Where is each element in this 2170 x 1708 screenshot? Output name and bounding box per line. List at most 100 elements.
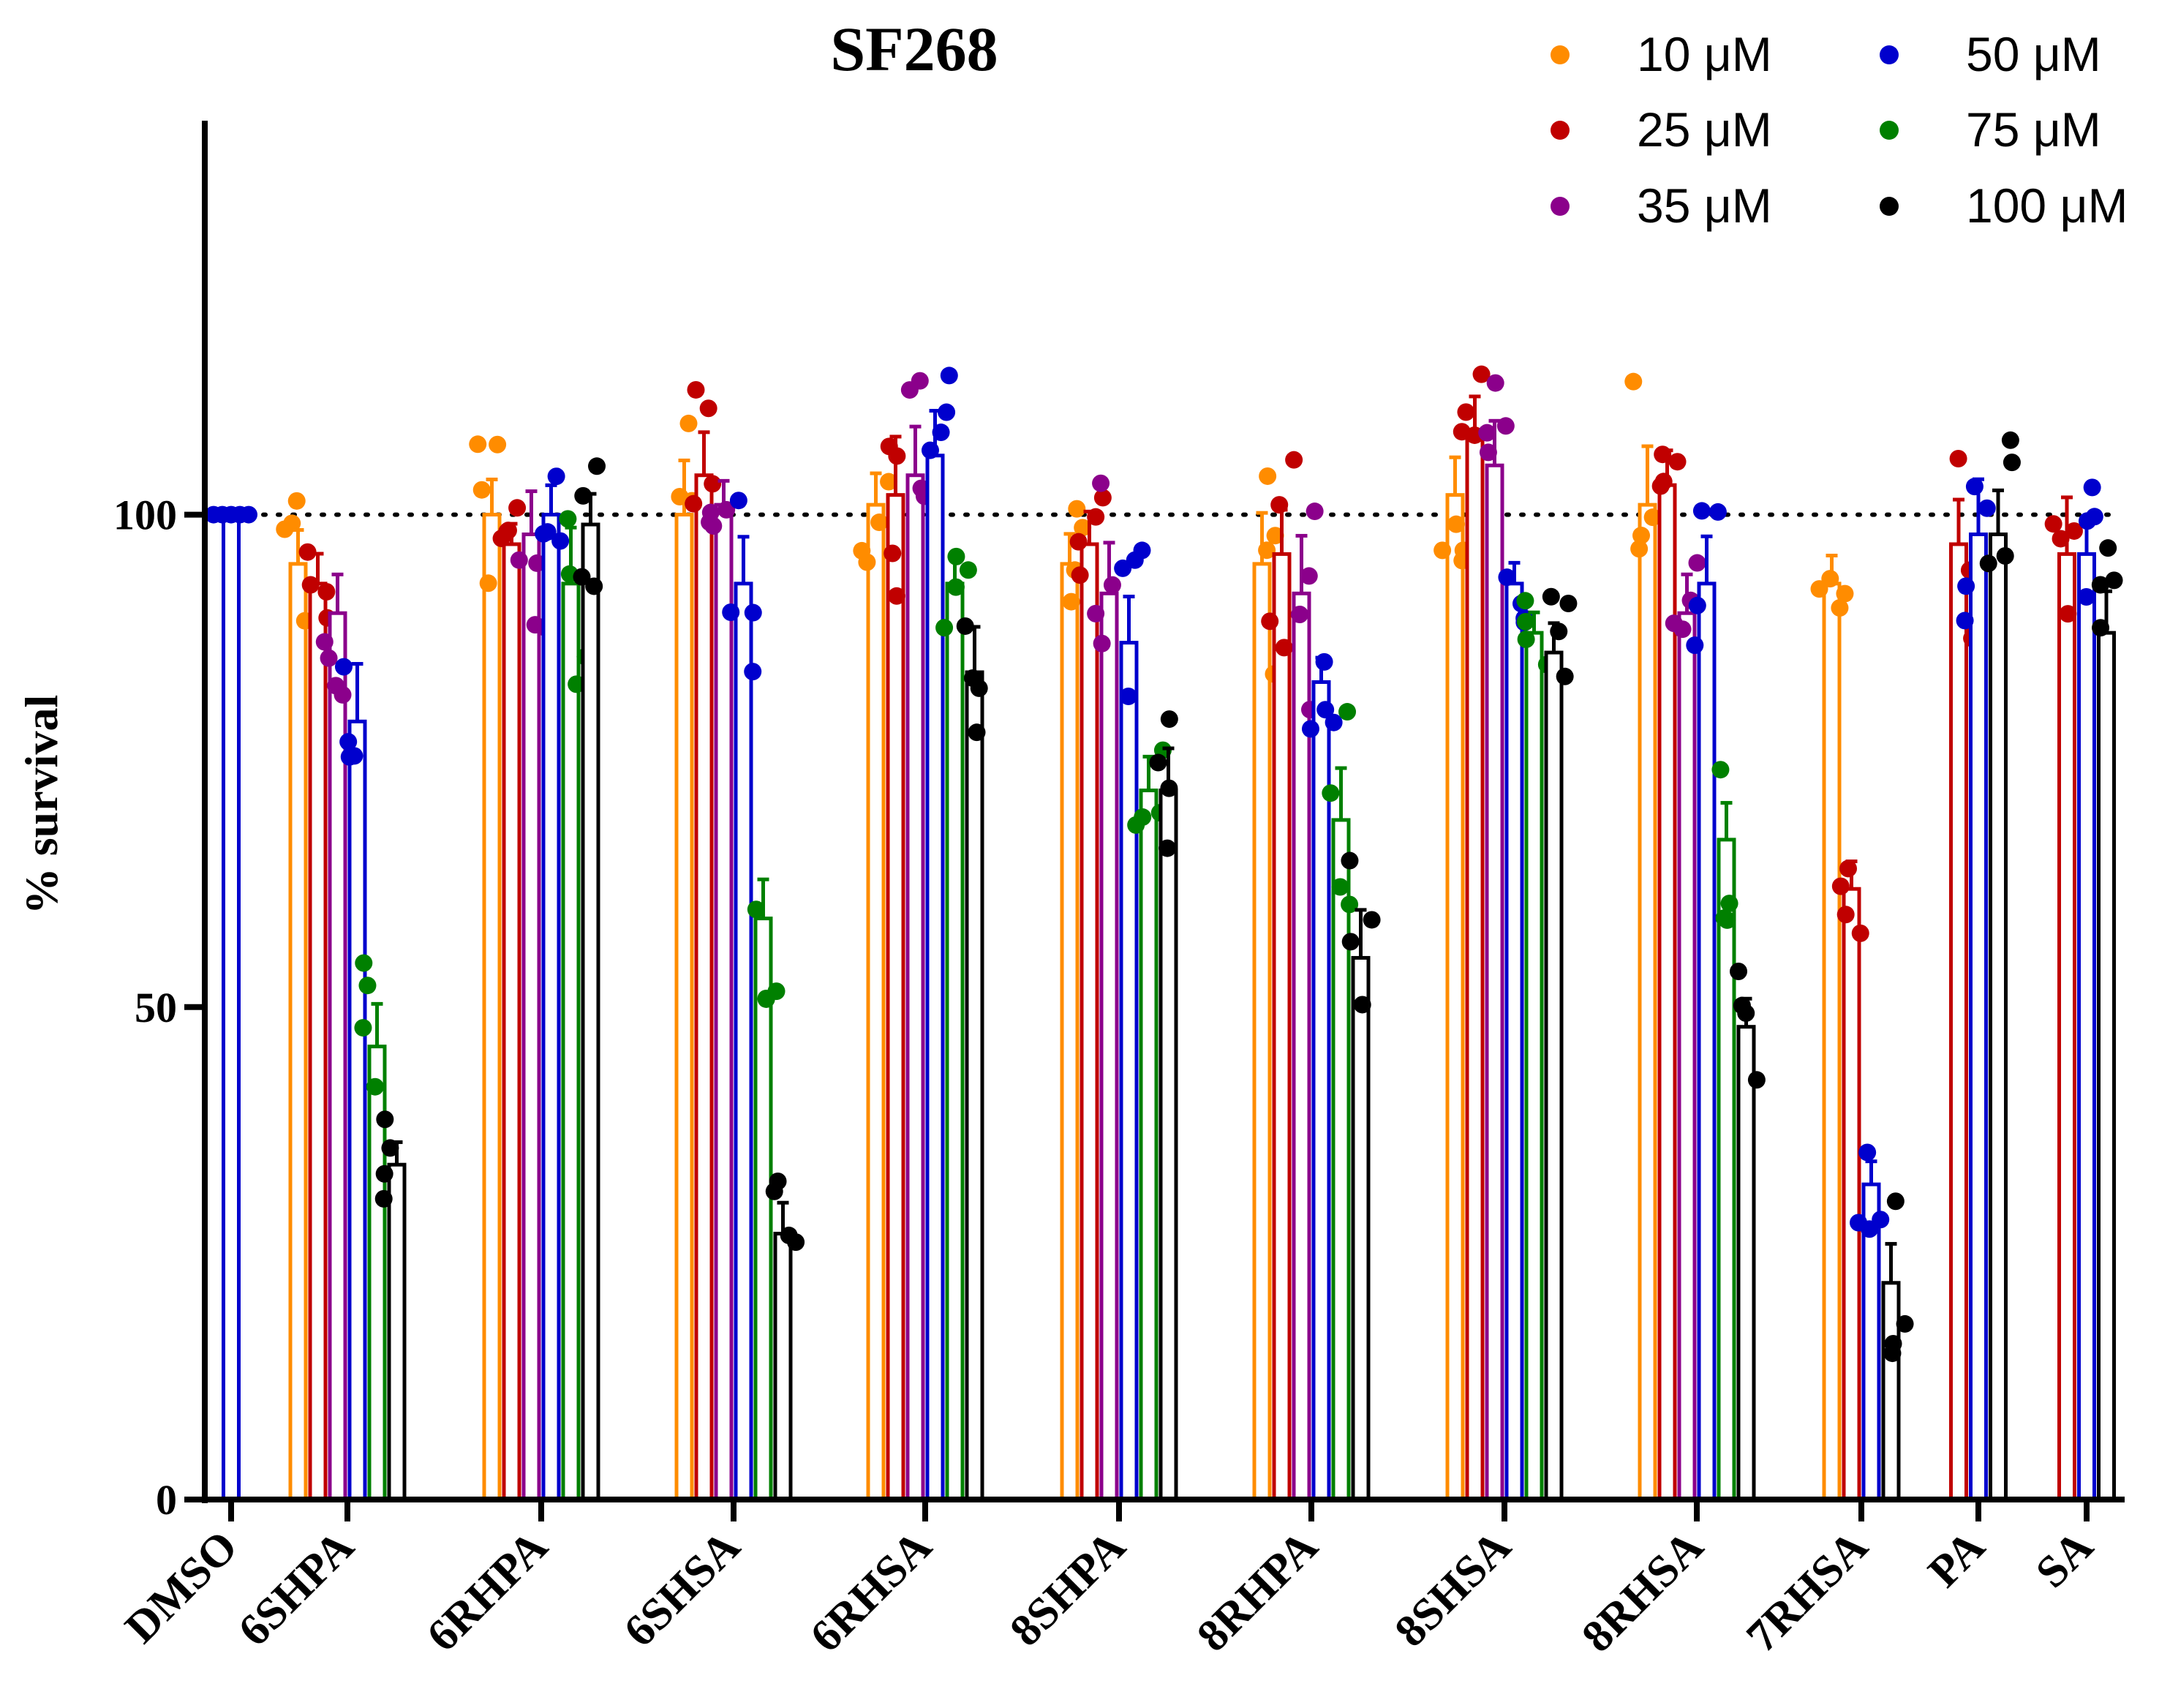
data-point-8RHPA <box>1301 720 1319 738</box>
data-point-6SHSA <box>747 900 765 919</box>
data-point-6SHPA <box>354 1019 372 1037</box>
bar-8RHSA-10μM <box>1638 503 1657 1502</box>
data-point-6SHPA <box>366 1077 384 1096</box>
data-point-6SHPA <box>320 649 338 667</box>
data-point-6RHPA <box>585 577 603 595</box>
data-point-8RHPA <box>1338 703 1357 721</box>
data-point-6SHSA <box>769 1172 787 1190</box>
data-point-8SHSA <box>1457 403 1475 421</box>
data-point-6SHSA <box>671 487 689 505</box>
data-point-7RHSA <box>1896 1314 1914 1333</box>
data-point-8SHSA <box>1517 630 1535 648</box>
bar-8SHPA-100μM <box>1159 789 1178 1502</box>
bar-DMSO-50μM <box>222 513 241 1502</box>
data-point-6SHPA <box>315 633 334 651</box>
bar-8SHSA-35μM <box>1485 463 1504 1502</box>
data-point-6RHSA <box>968 723 986 742</box>
bar-6RHPA-75μM <box>561 582 581 1502</box>
data-point-8SHSA <box>1472 365 1491 383</box>
data-point-8SHPA <box>1093 489 1112 507</box>
legend-marker <box>1880 197 1899 216</box>
data-point-7RHSA <box>1886 1192 1905 1211</box>
data-point-8RHPA <box>1316 701 1335 719</box>
data-point-8RHPA <box>1341 933 1360 951</box>
data-point-8SHPA <box>1160 710 1178 729</box>
bar-6RHPA-50μM <box>541 513 561 1502</box>
data-point-6SHSA <box>744 603 762 622</box>
bar-SA-50μM <box>2077 552 2096 1502</box>
bar-6RHSA-10μM <box>866 503 886 1502</box>
y-axis-label: % survival <box>15 695 67 914</box>
bar-6RHSA-50μM <box>925 454 945 1502</box>
bar-6SHPA-25μM <box>308 582 328 1502</box>
data-point-PA <box>1965 478 1983 496</box>
data-point-6SHPA <box>287 492 306 510</box>
bar-8SHPA-25μM <box>1080 542 1099 1502</box>
data-point-6RHSA <box>938 403 956 421</box>
data-point-6SHSA <box>780 1226 798 1244</box>
data-point-PA <box>1949 449 1967 467</box>
legend-item: 50 μM <box>1880 27 2101 81</box>
bar-8RHSA-100μM <box>1736 1025 1756 1502</box>
data-point-8SHSA <box>1486 374 1504 392</box>
data-point-8SHSA <box>1478 424 1496 442</box>
data-point-8RHSA <box>1686 636 1704 655</box>
bar-6SHSA-10μM <box>674 513 694 1502</box>
bar-6SHSA-50μM <box>734 582 753 1502</box>
y-tick-label: 0 <box>156 1476 177 1524</box>
data-point-6SHPA <box>317 583 336 601</box>
data-point-8RHSA <box>1673 620 1692 639</box>
bar-8SHSA-10μM <box>1445 493 1465 1502</box>
data-point-8SHSA <box>1479 443 1497 462</box>
bar-8RHSA-25μM <box>1657 483 1677 1502</box>
bar-6SHPA-50μM <box>347 719 367 1502</box>
bar-7RHSA-10μM <box>1822 582 1842 1502</box>
data-point-7RHSA <box>1836 906 1855 924</box>
data-point-8RHPA <box>1275 639 1293 657</box>
bar-6RHPA-100μM <box>581 522 600 1502</box>
data-point-6SHPA <box>374 1189 393 1208</box>
data-point-6RHSA <box>921 441 939 459</box>
data-point-6RHPA <box>528 554 546 572</box>
data-point-8SHPA <box>1133 541 1151 560</box>
bar-8SHPA-35μM <box>1099 591 1119 1502</box>
data-point-8RHPA <box>1322 784 1340 802</box>
data-point-6SHSA <box>704 475 722 493</box>
data-point-SA <box>2092 619 2110 637</box>
data-point-8RHPA <box>1363 911 1381 929</box>
data-point-8RHSA <box>1651 477 1670 495</box>
data-point-6RHSA <box>959 561 977 579</box>
bar-6SHSA-100μM <box>773 1231 793 1502</box>
data-point-6SHPA <box>381 1139 399 1157</box>
data-point-6SHSA <box>699 399 717 418</box>
data-point-6RHPA <box>588 457 606 475</box>
bar-SA-100μM <box>2097 631 2116 1502</box>
bar-7RHSA-100μM <box>1881 1281 1901 1502</box>
x-tick-label-PA: PA <box>1919 1521 1994 1597</box>
data-point-PA <box>1957 577 1975 595</box>
data-point-8SHSA <box>1447 515 1466 533</box>
bar-6RHSA-75μM <box>945 582 965 1502</box>
data-point-8SHPA <box>1068 500 1086 518</box>
data-point-6RHSA <box>900 381 919 399</box>
data-point-8RHPA <box>1285 451 1303 469</box>
bar-8RHSA-50μM <box>1697 582 1717 1502</box>
data-point-6SHPA <box>376 1110 394 1129</box>
x-tick-label-6RHPA: 6RHPA <box>418 1521 557 1661</box>
data-point-7RHSA <box>1810 580 1828 598</box>
bar-8RHSA-75μM <box>1717 838 1736 1502</box>
data-point-6RHSA <box>940 366 958 385</box>
bar-6RHSA-25μM <box>886 493 905 1502</box>
legend-item: 35 μM <box>1551 178 1772 233</box>
bar-8RHPA-25μM <box>1272 552 1292 1502</box>
data-point-6RHPA <box>489 435 507 454</box>
data-point-6SHPA <box>283 514 301 533</box>
x-tick-label-6RHSA: 6RHSA <box>801 1521 941 1662</box>
data-point-6SHPA <box>340 748 358 766</box>
data-point-PA <box>1996 546 2014 565</box>
legend-item: 75 μM <box>1880 102 2101 157</box>
x-tick-label-6SHSA: 6SHSA <box>614 1521 750 1657</box>
data-point-SA <box>2059 605 2077 623</box>
data-point-8RHSA <box>1747 1071 1766 1089</box>
